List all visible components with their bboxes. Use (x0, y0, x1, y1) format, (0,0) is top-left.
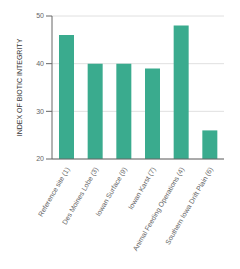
svg-text:20: 20 (36, 155, 44, 162)
svg-text:Animal Feeding Operations (4): Animal Feeding Operations (4) (132, 166, 187, 253)
svg-text:40: 40 (36, 60, 44, 67)
svg-text:30: 30 (36, 108, 44, 115)
svg-text:Reference site (1): Reference site (1) (37, 166, 72, 218)
svg-text:50: 50 (36, 12, 44, 19)
svg-text:Iowan Karst (7): Iowan Karst (7) (127, 166, 158, 211)
svg-text:Des Moines Lobe (3): Des Moines Lobe (3) (61, 166, 100, 226)
svg-text:Southern Iowa Drift Plain (6): Southern Iowa Drift Plain (6) (164, 166, 215, 246)
svg-text:Iowan Surface (9): Iowan Surface (9) (94, 166, 129, 218)
svg-text:INDEX OF BIOTIC INTEGRITY: INDEX OF BIOTIC INTEGRITY (16, 38, 23, 136)
